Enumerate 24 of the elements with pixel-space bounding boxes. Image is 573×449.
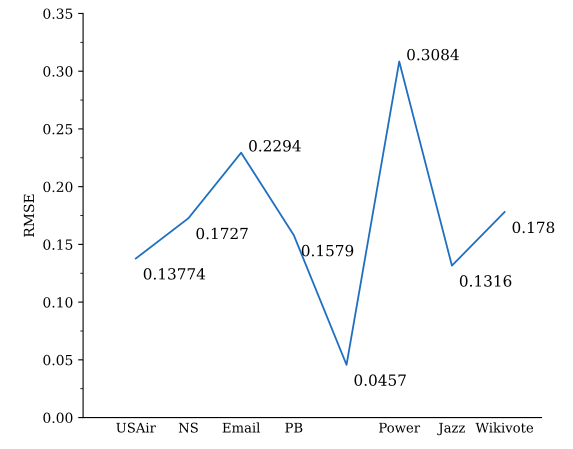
data-label: 0.178 <box>512 222 554 234</box>
y-tick-label: 0.00 <box>43 412 72 424</box>
y-tick-label: 0.35 <box>43 8 72 19</box>
data-label: 0.3084 <box>407 48 459 60</box>
x-tick-label: Power <box>379 422 420 433</box>
y-tick-label: 0.10 <box>43 297 72 308</box>
x-tick-label: Wikivote <box>476 422 534 433</box>
data-label: 0.13774 <box>144 268 206 280</box>
x-tick-label: USAir <box>116 422 156 433</box>
y-tick-label: 0.05 <box>43 354 72 366</box>
y-tick-label: 0.25 <box>43 124 72 134</box>
data-label: 0.2294 <box>249 140 301 152</box>
y-tick-label: 0.15 <box>43 239 72 250</box>
x-tick-label: Jazz <box>437 422 465 436</box>
data-label: 0.1727 <box>196 228 248 240</box>
data-label: 0.1579 <box>302 244 354 256</box>
data-label: 0.1316 <box>460 275 512 287</box>
x-tick-label: Email <box>222 422 260 433</box>
y-tick-label: 0.30 <box>43 66 72 77</box>
x-tick-label: PB <box>285 422 302 432</box>
data-label: 0.0457 <box>354 374 406 386</box>
x-tick-label: NS <box>178 422 198 433</box>
y-axis-title: RMSE <box>24 194 34 237</box>
y-tick-label: 0.20 <box>43 182 72 192</box>
